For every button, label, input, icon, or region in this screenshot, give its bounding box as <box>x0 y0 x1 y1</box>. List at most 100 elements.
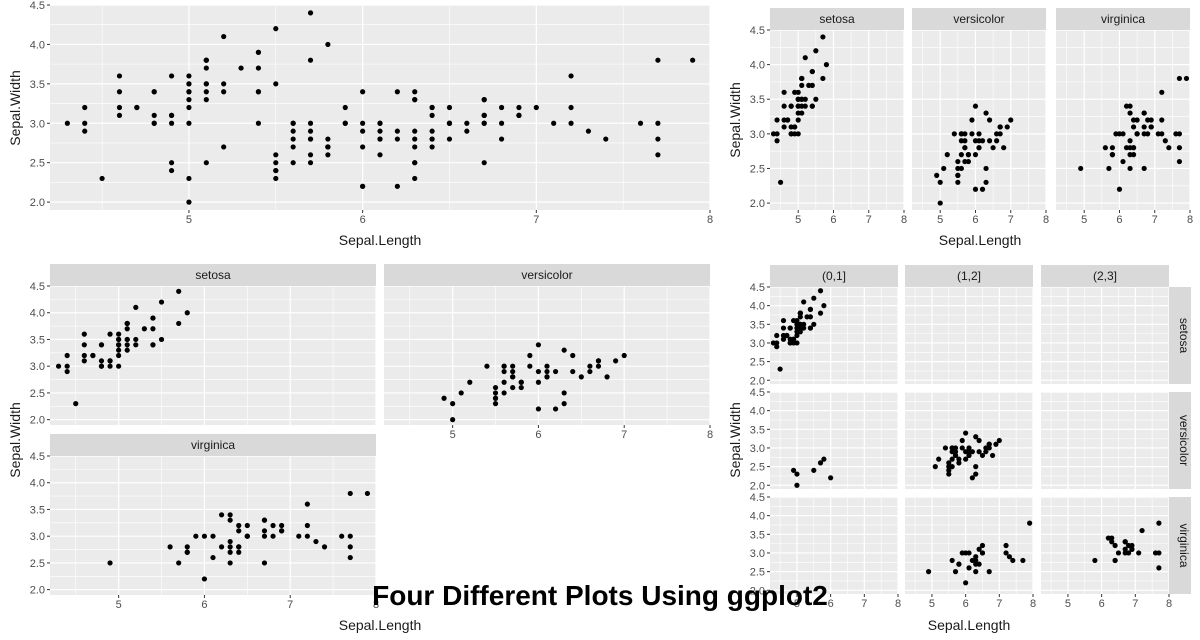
data-point <box>1136 550 1142 556</box>
data-point <box>966 445 972 451</box>
data-point <box>124 342 130 348</box>
data-point <box>290 128 296 134</box>
data-point <box>799 82 805 88</box>
data-point <box>124 320 130 327</box>
data-point <box>966 565 972 571</box>
x-axis-title: Sepal.Length <box>339 232 422 248</box>
y-tick-label: 3.0 <box>30 531 45 543</box>
data-point <box>304 533 310 539</box>
data-point <box>168 167 175 174</box>
panel-background <box>905 497 1033 594</box>
data-point <box>817 310 824 316</box>
data-point <box>956 460 962 466</box>
data-point <box>973 554 979 560</box>
y-tick-label: 3.0 <box>30 361 45 373</box>
x-tick-label: 7 <box>287 599 293 611</box>
data-point <box>780 332 787 339</box>
data-point <box>107 363 113 369</box>
data-point <box>501 390 507 396</box>
data-point <box>458 390 464 396</box>
facet-row-strip <box>1169 497 1191 594</box>
data-point <box>221 89 227 95</box>
data-point <box>996 437 1002 444</box>
data-point <box>946 471 952 477</box>
data-point <box>1159 89 1165 95</box>
data-point <box>795 96 801 102</box>
data-point <box>1004 124 1010 130</box>
x-tick-label: 6 <box>1116 214 1122 226</box>
data-point <box>412 128 418 134</box>
data-point <box>201 576 208 582</box>
data-point <box>186 199 192 205</box>
data-point <box>949 557 955 564</box>
data-point <box>412 136 418 142</box>
y-tick-label: 2.0 <box>750 198 765 210</box>
data-point <box>116 73 123 79</box>
data-point <box>780 325 787 331</box>
data-point <box>377 152 383 158</box>
x-tick-label: 5 <box>1065 598 1071 610</box>
data-point <box>958 152 964 158</box>
data-point <box>934 172 940 178</box>
data-point <box>1176 145 1183 151</box>
data-point <box>986 445 992 451</box>
data-point <box>73 401 79 407</box>
data-point <box>307 57 314 63</box>
data-point <box>296 533 302 539</box>
x-tick-label: 8 <box>1043 214 1049 226</box>
data-point <box>535 379 542 385</box>
data-point <box>792 124 798 130</box>
panel-background <box>770 287 898 384</box>
data-point <box>777 366 783 372</box>
data-point <box>321 544 328 550</box>
facet-strip-label: (2,3] <box>1093 269 1117 283</box>
data-point <box>1176 158 1183 165</box>
data-point <box>90 352 96 359</box>
data-point <box>952 449 959 455</box>
data-point <box>429 136 435 142</box>
data-point <box>1006 554 1013 560</box>
data-point <box>637 120 644 126</box>
y-tick-label: 3.5 <box>750 424 765 436</box>
data-point <box>446 104 453 111</box>
data-point <box>1162 138 1168 144</box>
data-point <box>218 544 225 550</box>
data-point <box>342 120 348 126</box>
data-point <box>986 117 993 123</box>
data-point <box>347 544 353 550</box>
data-point <box>227 512 233 518</box>
data-point <box>561 390 567 396</box>
data-point <box>501 368 507 375</box>
data-point <box>813 48 819 54</box>
x-tick-label: 5 <box>795 214 801 226</box>
panel-background <box>905 287 1033 384</box>
data-point <box>290 144 296 150</box>
data-point <box>481 112 487 118</box>
data-point <box>568 73 574 79</box>
data-point <box>1156 550 1162 556</box>
data-point <box>244 533 250 539</box>
data-point <box>932 464 938 470</box>
data-point <box>1183 75 1190 82</box>
data-point <box>1116 186 1123 192</box>
y-tick-label: 2.5 <box>750 567 765 579</box>
data-point <box>603 136 609 142</box>
data-point <box>952 445 959 451</box>
data-point <box>788 103 794 109</box>
data-point <box>972 103 979 109</box>
data-point <box>963 430 969 436</box>
data-point <box>481 120 487 126</box>
data-point <box>799 103 805 109</box>
data-point <box>983 165 989 172</box>
data-point <box>811 467 817 473</box>
panel-background <box>1041 287 1169 384</box>
y-tick-label: 4.5 <box>750 282 765 294</box>
data-point <box>64 363 70 369</box>
data-point <box>781 103 787 109</box>
data-point <box>450 417 456 423</box>
data-point <box>797 325 803 331</box>
data-point <box>203 89 209 95</box>
facet-strip <box>1041 265 1169 287</box>
data-point <box>492 384 499 391</box>
data-point <box>533 104 539 111</box>
